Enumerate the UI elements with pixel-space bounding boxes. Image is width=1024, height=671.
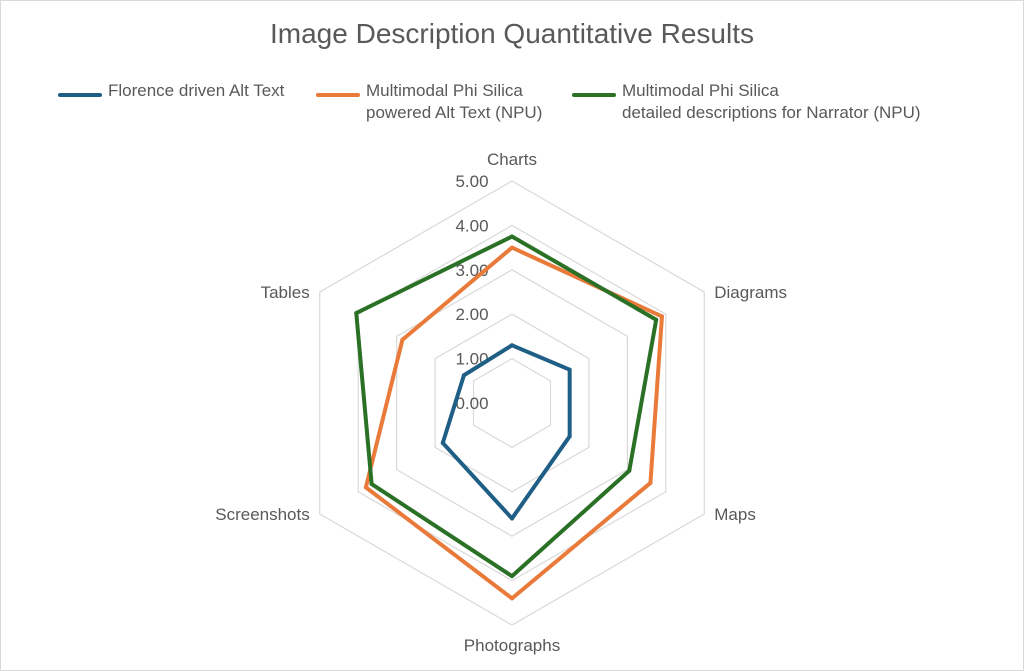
legend-swatch-phi-narrator bbox=[572, 93, 616, 97]
series-2-point-2 bbox=[627, 468, 632, 473]
tick-label-4: 4.00 bbox=[455, 216, 488, 235]
legend-label-florence: Florence driven Alt Text bbox=[108, 81, 285, 100]
series-line-0 bbox=[440, 343, 572, 521]
grid-ring-2 bbox=[434, 313, 590, 493]
grid-ring-3 bbox=[396, 269, 628, 537]
legend-item-phi-alt-text: Multimodal Phi Silica powered Alt Text (… bbox=[316, 80, 542, 124]
series-2-point-1 bbox=[654, 317, 659, 322]
series-2-point-3 bbox=[510, 574, 514, 579]
series-0-point-5 bbox=[461, 373, 466, 378]
category-label-charts: Charts bbox=[487, 150, 537, 169]
series-0-point-2 bbox=[567, 434, 572, 439]
chart-title: Image Description Quantitative Results bbox=[270, 18, 754, 49]
legend-item-florence: Florence driven Alt Text bbox=[58, 80, 284, 102]
tick-label-5: 5.00 bbox=[455, 172, 488, 191]
legend-swatch-phi-alt-text bbox=[316, 93, 360, 97]
series-1-point-0 bbox=[510, 245, 514, 250]
series-2-point-4 bbox=[369, 482, 374, 487]
category-label-tables: Tables bbox=[261, 283, 310, 302]
grid-ring-5 bbox=[319, 180, 705, 626]
series-0-point-0 bbox=[510, 343, 514, 348]
legend-swatch-florence bbox=[58, 93, 102, 97]
series-0-point-4 bbox=[440, 440, 445, 445]
legend-label-phi-alt-text: Multimodal Phi Silica powered Alt Text (… bbox=[366, 81, 543, 122]
series-1-point-4 bbox=[363, 485, 368, 490]
category-label-photographs: Photographs bbox=[464, 636, 560, 655]
legend: Florence driven Alt Text Multimodal Phi … bbox=[0, 0, 1024, 140]
series-line-2 bbox=[354, 234, 659, 579]
grid-ring-4 bbox=[357, 224, 667, 582]
legend-item-phi-narrator: Multimodal Phi Silica detailed descripti… bbox=[572, 80, 921, 124]
series-1-point-1 bbox=[659, 314, 664, 319]
category-label-maps: Maps bbox=[714, 505, 756, 524]
tick-label-1: 1.00 bbox=[455, 350, 488, 369]
tick-label-2: 2.00 bbox=[455, 305, 488, 324]
legend-label-phi-narrator: Multimodal Phi Silica detailed descripti… bbox=[622, 81, 921, 122]
grid-ring-1 bbox=[472, 357, 552, 449]
series-1-point-5 bbox=[400, 337, 405, 342]
series-1-point-3 bbox=[510, 596, 514, 601]
category-label-screenshots: Screenshots bbox=[215, 505, 310, 524]
category-label-diagrams: Diagrams bbox=[714, 283, 787, 302]
tick-label-0: 0.00 bbox=[455, 394, 488, 413]
series-0-point-1 bbox=[567, 367, 572, 372]
series-0-point-3 bbox=[510, 516, 514, 521]
series-1-point-2 bbox=[648, 480, 653, 485]
series-2-point-5 bbox=[354, 311, 359, 316]
series-2-point-0 bbox=[510, 234, 514, 239]
series-line-1 bbox=[363, 245, 664, 601]
